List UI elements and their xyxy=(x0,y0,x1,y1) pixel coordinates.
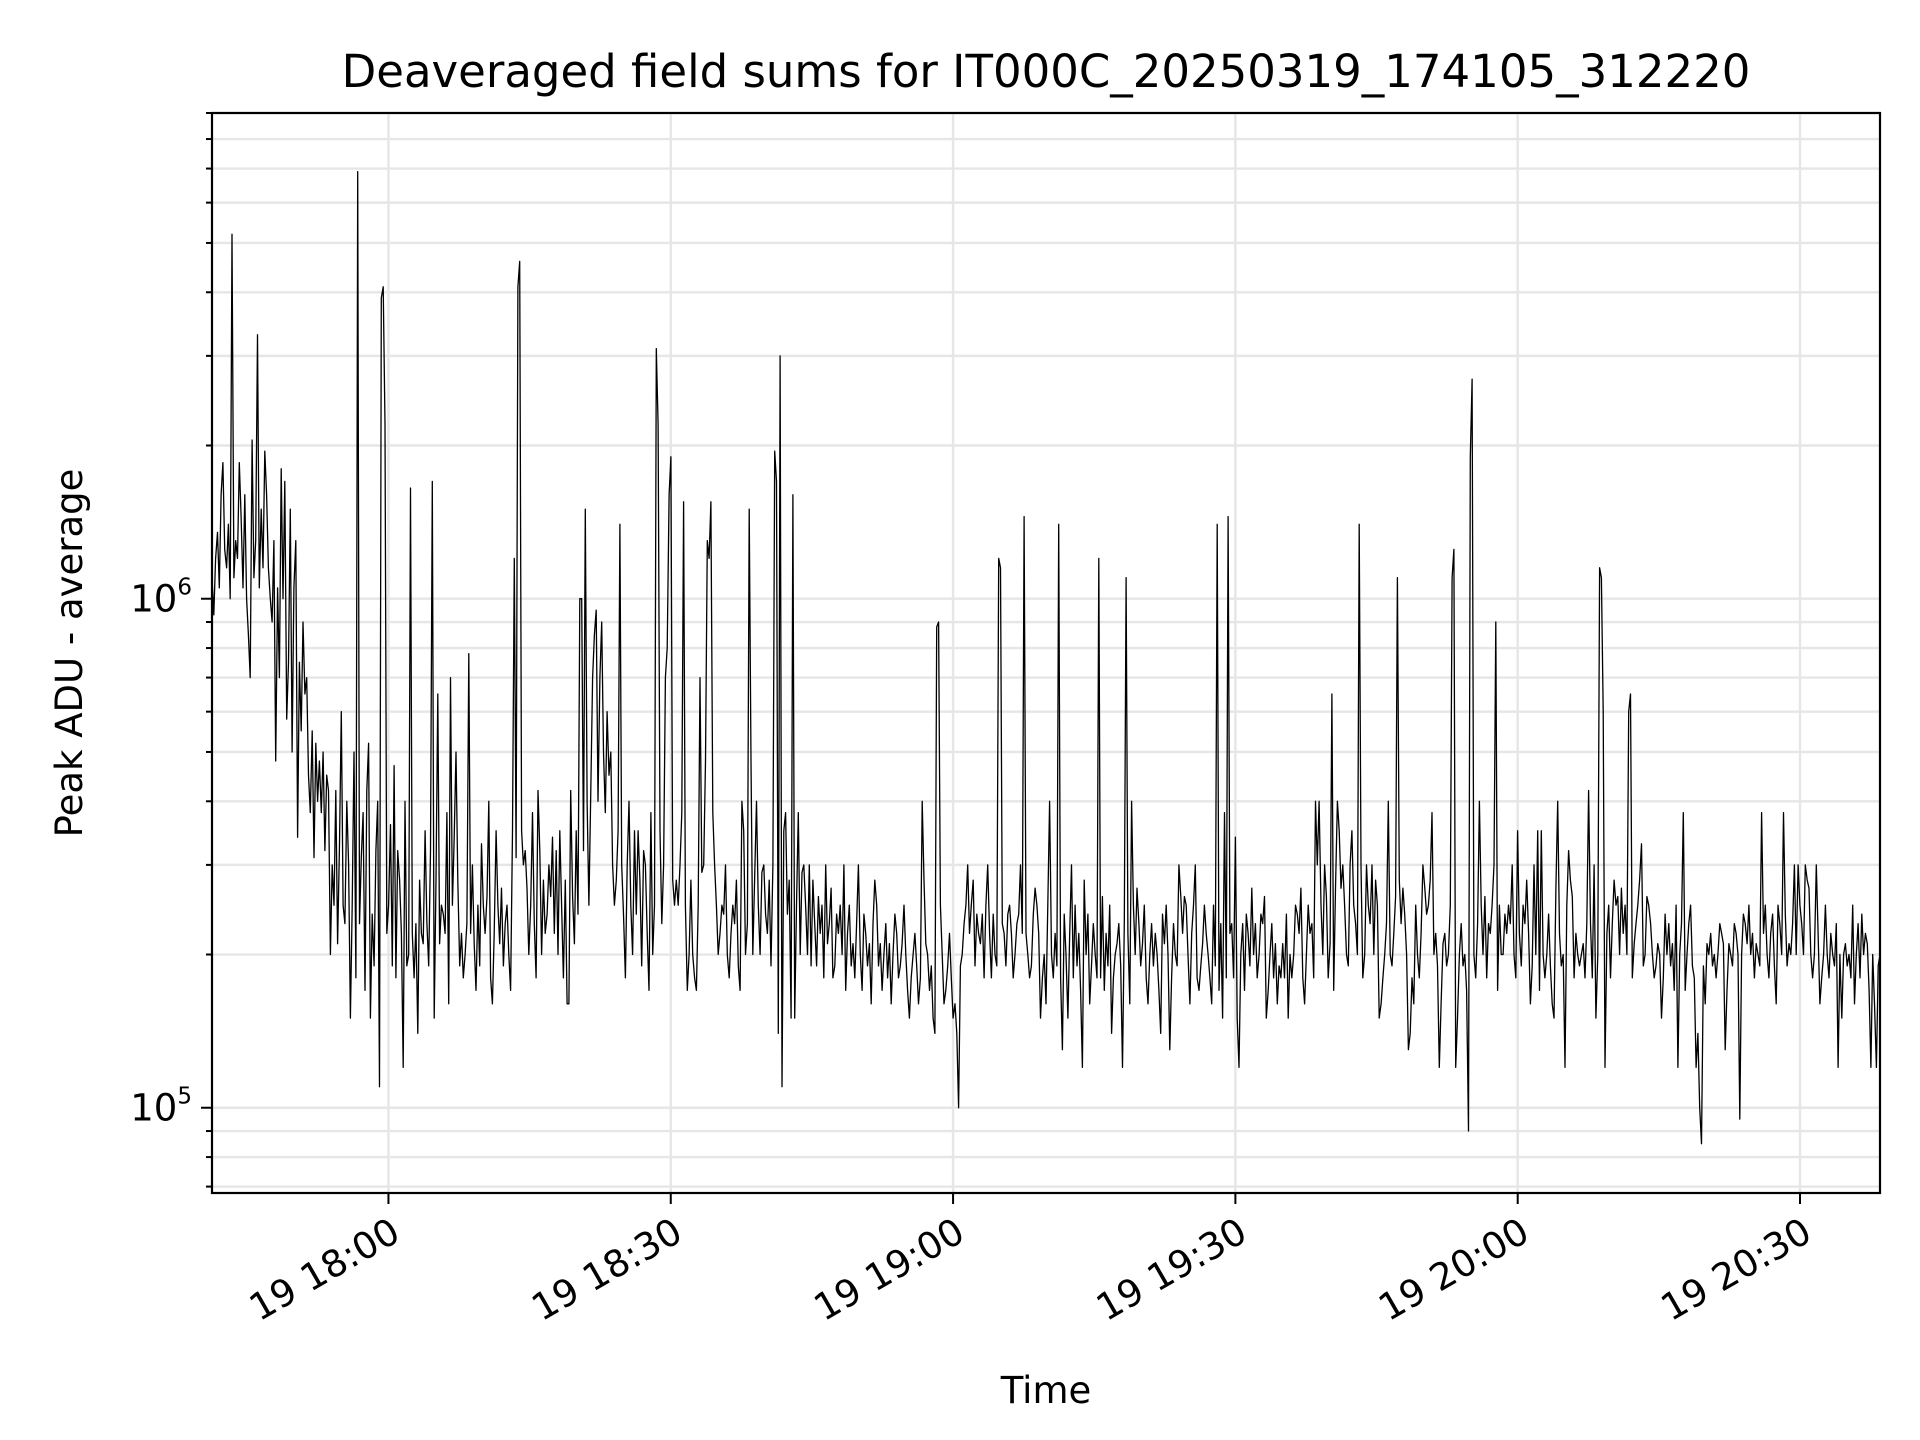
y-axis-label: Peak ADU - average xyxy=(48,469,91,838)
plot-area-border xyxy=(210,111,1882,1195)
y-tick-label: 105 xyxy=(130,1084,192,1130)
x-axis-label: Time xyxy=(1000,1369,1092,1412)
series-layer xyxy=(211,171,1881,1145)
y-tick-label: 106 xyxy=(130,575,192,621)
series-line xyxy=(211,171,1881,1145)
chart-title: Deaveraged field sums for IT000C_2025031… xyxy=(342,45,1751,98)
